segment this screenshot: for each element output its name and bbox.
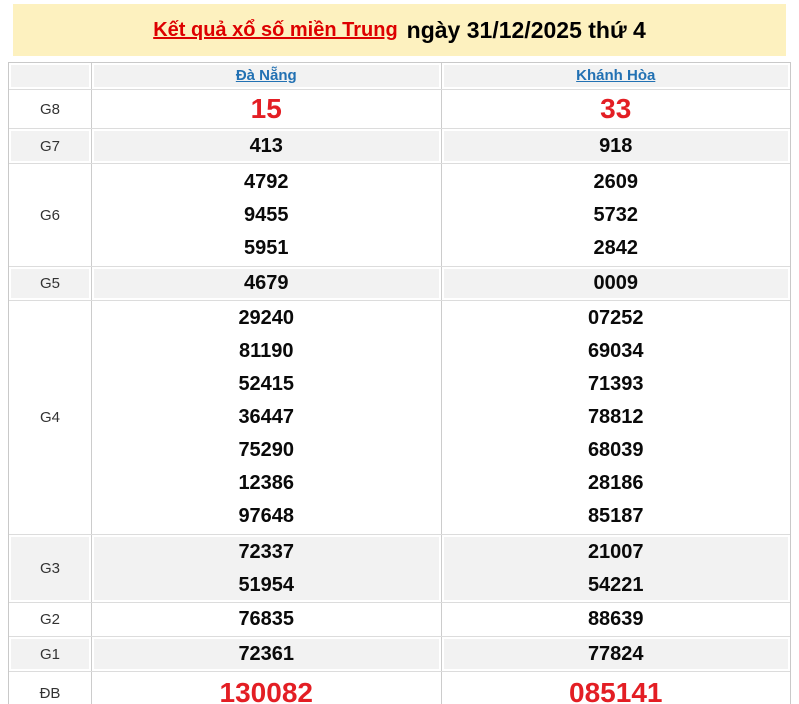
result-number: 51954 bbox=[238, 573, 295, 596]
table-header-row: Đà Nẵng Khánh Hòa bbox=[9, 63, 790, 90]
result-number: 413 bbox=[249, 134, 283, 157]
prize-label: G6 bbox=[9, 164, 92, 266]
prize-row-g2: G2 76835 88639 bbox=[9, 603, 790, 637]
result-number: 71393 bbox=[587, 373, 644, 395]
column-header-khanh-hoa: Khánh Hòa bbox=[441, 63, 790, 89]
draw-date-title: ngày 31/12/2025 thứ 4 bbox=[406, 16, 646, 43]
result-number: 29240 bbox=[238, 307, 295, 329]
prize-row-g8: G8 15 33 bbox=[9, 90, 790, 129]
result-number: 21007 bbox=[587, 540, 644, 563]
result-number: 28186 bbox=[587, 472, 644, 494]
region-title-link[interactable]: Kết quả xổ số miền Trung bbox=[153, 18, 398, 41]
prize-label: ĐB bbox=[9, 672, 92, 704]
prize-row-g7: G7 413 918 bbox=[9, 129, 790, 164]
result-number: 085141 bbox=[569, 677, 663, 704]
result-number: 97648 bbox=[238, 505, 295, 527]
results-table: Đà Nẵng Khánh Hòa G8 15 33 G7 413 918 G6… bbox=[8, 62, 791, 704]
result-number: 75290 bbox=[238, 439, 295, 461]
prize-row-g4: G4 29240 81190 52415 36447 75290 12386 9… bbox=[9, 301, 790, 535]
result-number: 68039 bbox=[587, 439, 644, 461]
province-link-khanh-hoa[interactable]: Khánh Hòa bbox=[576, 67, 656, 84]
prize-row-g5: G5 4679 0009 bbox=[9, 267, 790, 301]
prize-label: G7 bbox=[9, 129, 92, 163]
result-number: 2842 bbox=[593, 236, 639, 259]
result-number: 36447 bbox=[238, 406, 295, 428]
result-number: 918 bbox=[599, 134, 633, 157]
result-number: 9455 bbox=[244, 203, 289, 226]
result-number: 2609 bbox=[593, 170, 639, 193]
result-number: 72361 bbox=[238, 642, 295, 665]
prize-label: G5 bbox=[9, 267, 92, 300]
result-number: 78812 bbox=[587, 406, 644, 428]
result-number: 54221 bbox=[587, 573, 644, 596]
result-number: 130082 bbox=[219, 677, 313, 704]
province-link-da-nang[interactable]: Đà Nẵng bbox=[235, 67, 297, 84]
result-number: 69034 bbox=[587, 340, 644, 362]
result-number: 0009 bbox=[593, 272, 639, 294]
prize-label: G1 bbox=[9, 637, 92, 671]
result-number: 4792 bbox=[244, 170, 289, 193]
result-number: 85187 bbox=[587, 505, 644, 527]
result-number: 76835 bbox=[238, 608, 295, 630]
result-number: 88639 bbox=[587, 608, 644, 630]
result-number: 52415 bbox=[238, 373, 295, 395]
column-header-da-nang: Đà Nẵng bbox=[92, 63, 442, 89]
prize-row-g3: G3 72337 51954 21007 54221 bbox=[9, 535, 790, 603]
result-number: 12386 bbox=[238, 472, 295, 494]
prize-row-db: ĐB 130082 085141 bbox=[9, 672, 790, 704]
result-number: 5732 bbox=[593, 203, 639, 226]
result-number: 5951 bbox=[244, 236, 289, 259]
prize-label: G3 bbox=[9, 535, 92, 602]
result-number: 07252 bbox=[587, 307, 644, 329]
result-number: 33 bbox=[600, 93, 632, 124]
result-number: 77824 bbox=[587, 642, 644, 665]
corner-cell bbox=[9, 63, 92, 89]
prize-label: G8 bbox=[9, 90, 92, 128]
prize-label: G2 bbox=[9, 603, 92, 636]
result-number: 4679 bbox=[244, 272, 289, 294]
page-banner: Kết quả xổ số miền Trung ngày 31/12/2025… bbox=[13, 4, 786, 56]
prize-label: G4 bbox=[9, 301, 92, 534]
result-number: 72337 bbox=[238, 540, 295, 563]
prize-row-g1: G1 72361 77824 bbox=[9, 637, 790, 672]
result-number: 81190 bbox=[238, 340, 294, 362]
prize-row-g6: G6 4792 9455 5951 2609 5732 2842 bbox=[9, 164, 790, 267]
result-number: 15 bbox=[250, 93, 282, 124]
